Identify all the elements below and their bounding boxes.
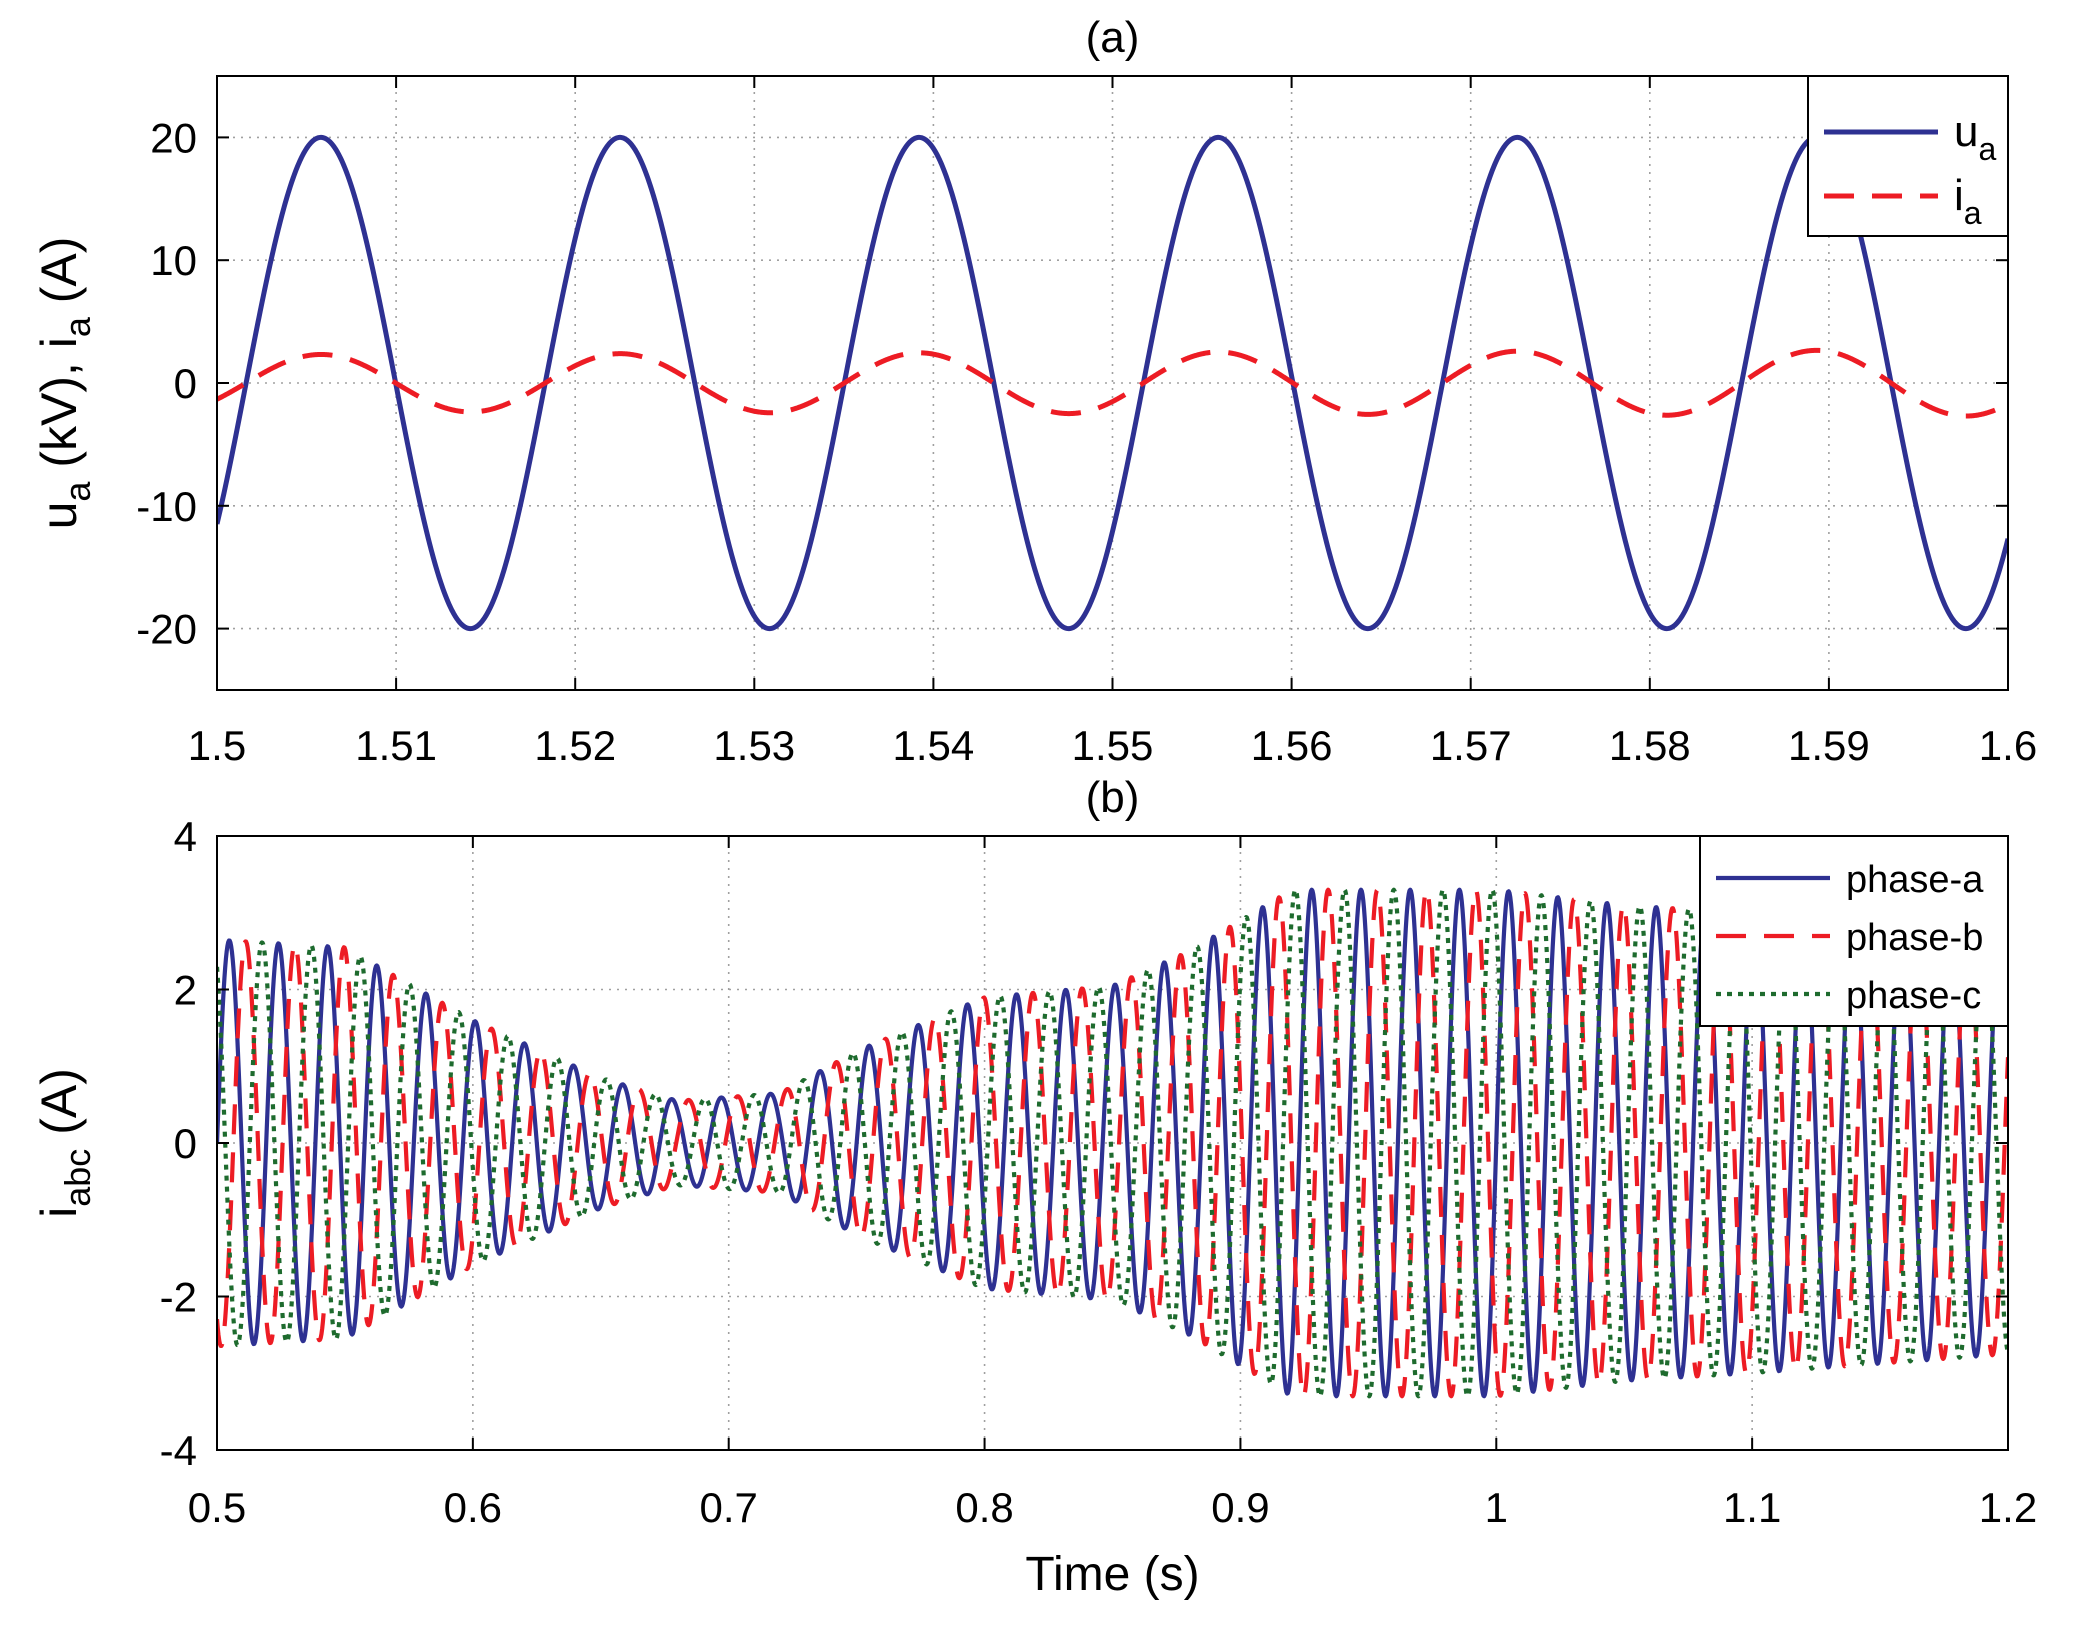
x-tick-label: 1.51	[355, 722, 437, 769]
chart-title: (b)	[1086, 773, 1140, 822]
legend-label: phase-b	[1846, 917, 1983, 959]
chart-b: 0.5 0.6 0.7 0.8 0.9 1 1.1 1.2 -4 -2 0 2 4 (b) Time (s)…	[31, 773, 2037, 1601]
series-line-i-a	[217, 347, 2008, 419]
legend-label: phase-a	[1846, 859, 1984, 901]
x-tick-label: 0.8	[955, 1484, 1013, 1531]
y-tick-label: 10	[150, 237, 197, 284]
x-tick-label: 1.58	[1609, 722, 1691, 769]
series-line-u-a	[217, 134, 2008, 632]
x-axis-label: Time (s)	[1025, 1548, 1199, 1601]
x-tick-label: 1.52	[534, 722, 616, 769]
series-line-phase-b	[217, 887, 2008, 1399]
y-tick-label: 0	[174, 360, 197, 407]
legend-label: ia	[1954, 171, 1982, 231]
y-tick-label: 2	[174, 967, 197, 1014]
y-tick-label: -10	[136, 483, 197, 530]
x-tick-label: 0.5	[188, 1484, 246, 1531]
y-axis-label: iabc (A)	[31, 1068, 98, 1218]
x-tick-label: 1.56	[1251, 722, 1333, 769]
y-tick-label: 0	[174, 1120, 197, 1167]
y-tick-label: 20	[150, 114, 197, 161]
x-tick-label: 0.9	[1211, 1484, 1269, 1531]
ticks	[216, 76, 2009, 690]
legend-label: ua	[1954, 107, 1996, 167]
y-tick-label: -20	[136, 606, 197, 653]
x-tick-label: 1	[1485, 1484, 1508, 1531]
x-tick-label: 1.2	[1979, 1484, 2037, 1531]
x-tick-label: 1.5	[188, 722, 246, 769]
legend-label: phase-c	[1846, 975, 1981, 1017]
chart-a: 1.5 1.51 1.52 1.53 1.54 1.55 1.56 1.57 1.58 1.59 1…	[31, 13, 2037, 769]
x-tick-label: 0.7	[700, 1484, 758, 1531]
x-tick-label: 1.55	[1072, 722, 1154, 769]
x-tick-label: 1.59	[1788, 722, 1870, 769]
y-tick-label: 4	[174, 813, 197, 860]
x-tick-label: 1.6	[1979, 722, 2037, 769]
x-tick-label: 1.1	[1723, 1484, 1781, 1531]
y-axis-label: ua (kV), ia (A)	[31, 237, 98, 530]
legend: phase-a phase-b phase-c	[1699, 835, 2009, 1027]
y-tick-label: -2	[160, 1274, 197, 1321]
series-line-phase-c	[217, 887, 2008, 1399]
chart-title: (a)	[1086, 13, 1140, 62]
legend-box	[1807, 75, 2009, 237]
x-tick-label: 1.54	[893, 722, 975, 769]
y-tick-label: -4	[160, 1427, 197, 1474]
x-tick-label: 1.53	[713, 722, 795, 769]
series-group	[217, 134, 2008, 632]
x-tick-label: 1.57	[1430, 722, 1512, 769]
x-tick-label: 0.6	[444, 1484, 502, 1531]
